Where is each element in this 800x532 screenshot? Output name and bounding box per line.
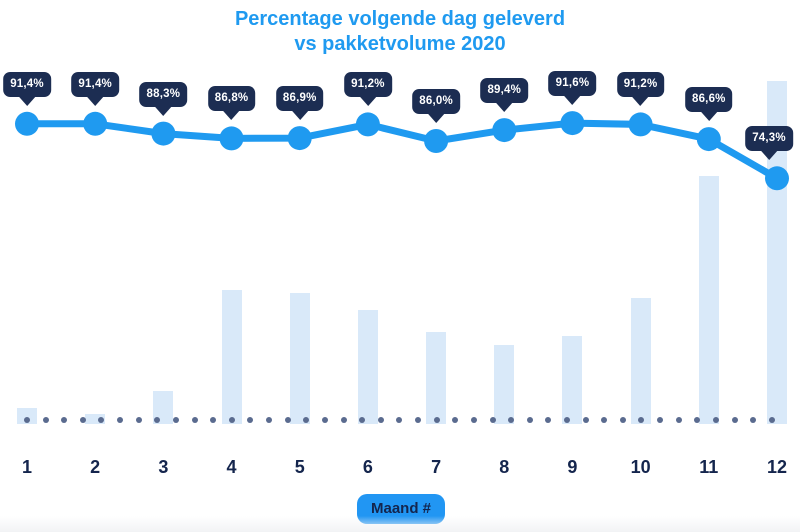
baseline-dot	[79, 417, 86, 423]
data-label-tooltip: 88,3%	[139, 81, 188, 107]
data-point-marker	[151, 121, 176, 146]
baseline-dot	[731, 417, 738, 423]
volume-bar	[221, 289, 242, 424]
x-axis-tick-label: 12	[766, 457, 787, 477]
baseline-dot	[433, 417, 440, 423]
baseline-dot	[228, 417, 235, 423]
baseline-dot	[396, 417, 403, 423]
chart-title-line2: vs pakketvolume 2020	[294, 33, 506, 55]
baseline-dot	[340, 417, 347, 423]
data-label-tooltip: 91,2%	[616, 72, 665, 98]
volume-bar	[85, 414, 106, 424]
data-label-tooltip: 86,9%	[275, 86, 324, 112]
baseline-dot	[247, 417, 254, 423]
x-axis-tick-label: 9	[567, 457, 578, 477]
x-axis-tick-label: 7	[431, 457, 442, 477]
x-axis-tick-label: 4	[226, 457, 237, 477]
data-point-marker	[424, 129, 449, 153]
data-point-marker	[15, 111, 39, 136]
data-point-marker	[492, 118, 517, 143]
baseline-dot	[657, 417, 664, 423]
baseline-dot	[303, 417, 310, 423]
baseline-dot	[172, 417, 179, 423]
volume-bar	[494, 345, 515, 424]
data-label-tooltip: 86,8%	[207, 86, 256, 112]
data-label-tooltip: 91,6%	[548, 71, 597, 97]
baseline-dot	[582, 417, 589, 423]
x-axis-tick-label: 5	[294, 457, 305, 477]
volume-bar	[562, 335, 583, 424]
volume-bar	[17, 407, 37, 424]
volume-bar	[766, 81, 787, 424]
baseline-dot	[154, 417, 161, 423]
x-axis-title-badge: Maand #	[356, 494, 446, 524]
volume-bar	[289, 292, 310, 424]
baseline-dot	[98, 417, 105, 423]
baseline-dot	[359, 417, 366, 423]
baseline-dot	[545, 417, 552, 423]
x-axis-tick-label: 8	[499, 457, 510, 477]
baseline-dot	[768, 417, 775, 423]
baseline-dot	[135, 417, 142, 423]
baseline-dot	[470, 417, 477, 423]
baseline-dot	[284, 417, 291, 423]
volume-bar	[153, 391, 174, 424]
chart-title-line1: Percentage volgende dag geleverd	[234, 8, 566, 30]
data-point-marker	[560, 111, 585, 136]
baseline-dot	[321, 417, 328, 423]
data-label-tooltip: 86,0%	[412, 88, 460, 114]
data-label-tooltip: 91,4%	[3, 71, 51, 97]
chart-title: Percentage volgende dag geleverd vs pakk…	[0, 7, 800, 57]
volume-bar	[426, 332, 447, 424]
data-label-tooltip: 86,6%	[684, 87, 733, 113]
baseline-dot	[415, 417, 422, 423]
volume-bar	[698, 176, 719, 424]
data-point-marker	[628, 112, 653, 137]
baseline-dot	[377, 417, 384, 423]
data-label-tooltip: 89,4%	[480, 78, 529, 104]
baseline-dot	[750, 417, 757, 423]
baseline-dot	[24, 417, 30, 423]
data-label-tooltip: 74,3%	[745, 126, 793, 152]
baseline-dot	[563, 417, 570, 423]
baseline-dot	[508, 417, 515, 423]
baseline-dot	[452, 417, 459, 423]
baseline-dot	[210, 417, 217, 423]
volume-bar	[630, 298, 651, 424]
baseline-dot	[712, 417, 719, 423]
data-point-marker	[83, 111, 108, 136]
baseline-dot	[526, 417, 533, 423]
data-point-marker	[219, 126, 244, 151]
data-point-marker	[765, 166, 789, 191]
data-point-marker	[355, 112, 380, 137]
data-label-tooltip: 91,2%	[344, 72, 392, 98]
data-label-tooltip: 91,4%	[71, 71, 119, 97]
baseline-dot	[694, 417, 701, 423]
x-axis-tick-label: 1	[21, 457, 33, 477]
baseline-dot	[117, 417, 124, 423]
x-axis-tick-label: 11	[699, 457, 719, 477]
baseline-dot	[619, 417, 626, 423]
baseline-dot	[675, 417, 682, 423]
baseline-dot	[638, 417, 645, 423]
baseline-dot	[191, 417, 198, 423]
x-axis-tick-label: 6	[362, 457, 373, 477]
data-point-marker	[287, 126, 312, 151]
x-axis-tick-label: 3	[158, 457, 169, 477]
baseline-dot	[42, 417, 49, 423]
x-axis-tick-label: 2	[90, 457, 101, 477]
x-axis-tick-label: 10	[630, 457, 651, 477]
baseline-dot	[489, 417, 496, 423]
baseline-dot	[601, 417, 608, 423]
data-point-marker	[696, 127, 721, 152]
baseline-dot	[266, 417, 273, 423]
baseline-dot	[61, 417, 68, 423]
percentage-line	[23, 119, 781, 182]
volume-bar	[357, 310, 378, 424]
